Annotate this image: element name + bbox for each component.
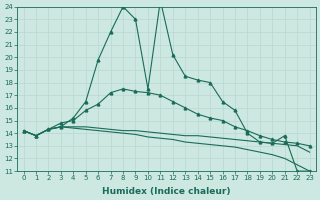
X-axis label: Humidex (Indice chaleur): Humidex (Indice chaleur) bbox=[102, 187, 231, 196]
